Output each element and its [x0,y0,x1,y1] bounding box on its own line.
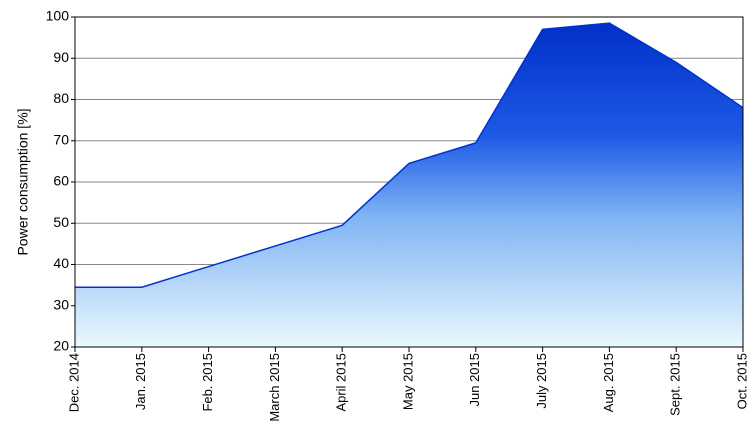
x-tick-label: Feb. 2015 [200,353,215,412]
area [75,23,743,347]
y-tick-label: 30 [53,296,69,312]
x-tick-label: April 2015 [334,353,349,412]
x-tick-label: Oct. 2015 [734,353,749,409]
x-tick-label: Jan. 2015 [133,353,148,410]
x-tick-label: July 2015 [534,353,549,409]
y-tick-label: 60 [53,173,69,189]
x-tick-label: Dec. 2014 [66,353,81,412]
x-tick-label: Aug. 2015 [601,353,616,412]
x-tick-label: Jun 2015 [467,353,482,407]
y-tick-label: 40 [53,255,69,271]
x-tick-label: March 2015 [267,353,282,422]
y-tick-label: 100 [46,8,70,24]
y-tick-label: 50 [53,214,69,230]
area-line [75,22,744,288]
x-tick-label: Sept. 2015 [668,353,683,416]
y-axis-label: Power consumption [%] [15,108,31,255]
y-tick-label: 90 [53,49,69,65]
y-tick-label: 20 [53,338,69,354]
y-tick-label: 80 [53,90,69,106]
x-tick-label: May 2015 [400,353,415,410]
y-tick-label: 70 [53,131,69,147]
